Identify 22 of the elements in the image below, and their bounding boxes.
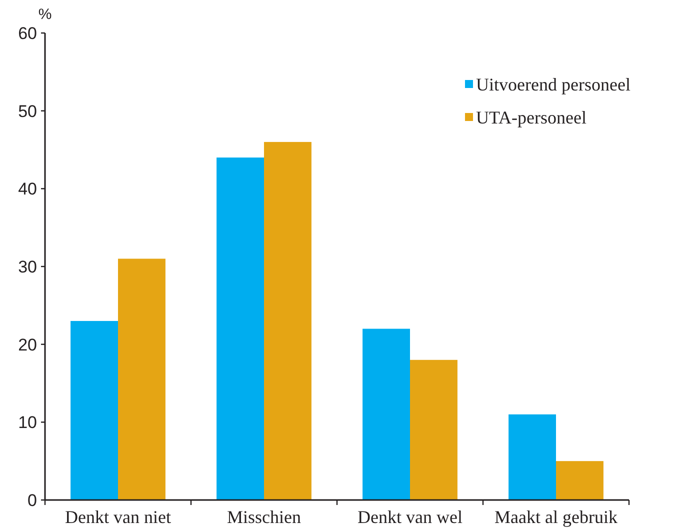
bar [264, 142, 312, 500]
legend-label: Uitvoerend personeel [476, 74, 630, 94]
bar [556, 461, 604, 500]
y-axis-title: % [38, 6, 52, 23]
y-tick-label: 10 [18, 413, 37, 432]
bar [508, 414, 556, 500]
bar [216, 158, 264, 500]
legend-label: UTA-personeel [476, 107, 587, 128]
x-tick-label: Maakt al gebruik [494, 507, 618, 527]
y-tick-label: 0 [28, 490, 37, 510]
y-tick-label: 40 [18, 180, 37, 199]
y-tick-label: 30 [18, 257, 37, 276]
y-tick-label: 50 [18, 102, 37, 121]
y-tick-label: 20 [18, 335, 37, 354]
bar [410, 360, 458, 500]
bar [362, 328, 410, 500]
x-tick-label: Denkt van wel [358, 507, 462, 527]
bar [118, 258, 166, 500]
y-tick-label: 60 [18, 24, 37, 43]
bar [70, 320, 118, 500]
x-tick-label: Misschien [227, 507, 301, 527]
x-tick-label: Denkt van niet [65, 507, 171, 527]
